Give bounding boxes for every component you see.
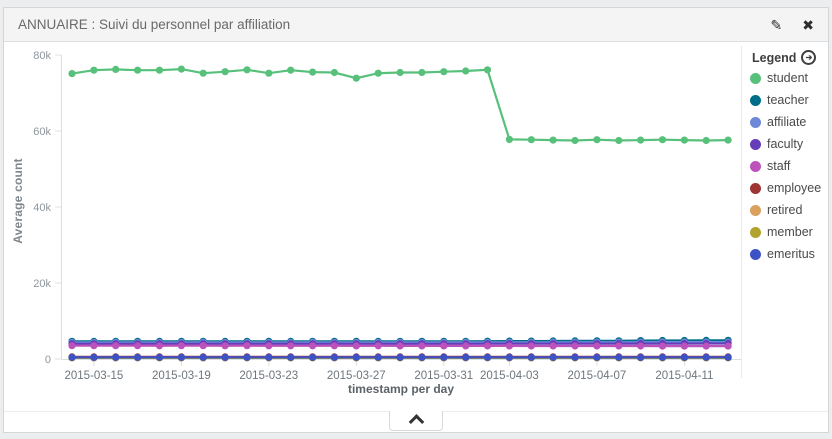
legend-item-student[interactable]: student — [750, 71, 829, 85]
dashboard-panel: ANNUAIRE : Suivi du personnel par affili… — [3, 7, 829, 433]
svg-text:2015-03-19: 2015-03-19 — [152, 370, 211, 382]
legend-color-dot — [750, 204, 761, 216]
legend-item-label: emeritus — [767, 247, 815, 261]
close-icon[interactable]: ✖ — [802, 16, 814, 33]
y-axis-title: Average count — [11, 158, 25, 244]
svg-text:2015-04-11: 2015-04-11 — [655, 370, 713, 382]
svg-text:2015-03-15: 2015-03-15 — [64, 370, 123, 382]
legend-item-affiliate[interactable]: affiliate — [750, 115, 829, 129]
x-axis-title: timestamp per day — [347, 382, 455, 396]
legend-item-member[interactable]: member — [750, 225, 829, 239]
legend-item-label: teacher — [767, 93, 809, 107]
legend-title: Legend — [752, 50, 797, 65]
svg-text:2015-03-23: 2015-03-23 — [239, 370, 298, 382]
svg-text:2015-04-03: 2015-04-03 — [480, 370, 539, 382]
legend-items: student teacher affiliate faculty staff emplo… — [750, 71, 829, 261]
svg-text:40k: 40k — [33, 202, 51, 214]
legend-item-teacher[interactable]: teacher — [750, 93, 829, 107]
legend-color-dot — [750, 72, 761, 84]
axes — [61, 55, 741, 360]
legend-item-emeritus[interactable]: emeritus — [750, 247, 829, 261]
panel-header: ANNUAIRE : Suivi du personnel par affili… — [4, 8, 828, 42]
svg-text:20k: 20k — [33, 278, 51, 290]
legend-item-label: student — [767, 71, 809, 85]
legend-color-dot — [750, 248, 761, 260]
svg-text:0: 0 — [45, 354, 51, 366]
legend-item-staff[interactable]: staff — [750, 159, 829, 173]
collapse-row-button[interactable] — [389, 411, 443, 431]
y-axis-ticks: 0 20k 40k 60k 80k — [33, 50, 61, 366]
edit-pencil-icon[interactable]: ✎ — [770, 16, 783, 33]
legend-item-label: staff — [767, 159, 791, 173]
series-staff[interactable] — [68, 342, 732, 350]
chart-area: Average count 0 20k 40k 60k 80k 2015-03-15 201… — [4, 42, 828, 412]
legend: Legend ➔ student teacher affiliate faculty s… — [741, 46, 829, 378]
legend-color-dot — [750, 116, 761, 128]
svg-text:2015-03-31: 2015-03-31 — [414, 370, 473, 382]
legend-header: Legend ➔ — [752, 50, 829, 65]
series-student[interactable] — [68, 65, 732, 145]
svg-text:2015-04-07: 2015-04-07 — [567, 370, 626, 382]
legend-toggle-arrow-icon[interactable]: ➔ — [801, 50, 817, 65]
legend-color-dot — [750, 160, 761, 172]
legend-item-faculty[interactable]: faculty — [750, 137, 829, 151]
legend-item-employee[interactable]: employee — [750, 181, 829, 195]
legend-color-dot — [750, 138, 761, 150]
legend-item-label: retired — [767, 203, 803, 217]
x-axis-ticks: 2015-03-15 2015-03-19 2015-03-23 2015-03-27… — [64, 360, 713, 382]
svg-text:60k: 60k — [33, 126, 51, 138]
legend-item-retired[interactable]: retired — [750, 203, 829, 217]
legend-color-dot — [750, 94, 761, 106]
series-emeritus[interactable] — [68, 353, 732, 361]
legend-item-label: employee — [767, 181, 822, 195]
svg-text:2015-03-27: 2015-03-27 — [327, 370, 386, 382]
legend-item-label: member — [767, 225, 813, 239]
legend-color-dot — [750, 182, 761, 194]
panel-title: ANNUAIRE : Suivi du personnel par affili… — [18, 17, 291, 32]
svg-text:80k: 80k — [33, 50, 51, 62]
legend-item-label: faculty — [767, 137, 804, 151]
legend-color-dot — [750, 226, 761, 238]
chevron-up-icon — [408, 414, 424, 430]
panel-footer — [4, 411, 828, 432]
legend-item-label: affiliate — [767, 115, 807, 129]
